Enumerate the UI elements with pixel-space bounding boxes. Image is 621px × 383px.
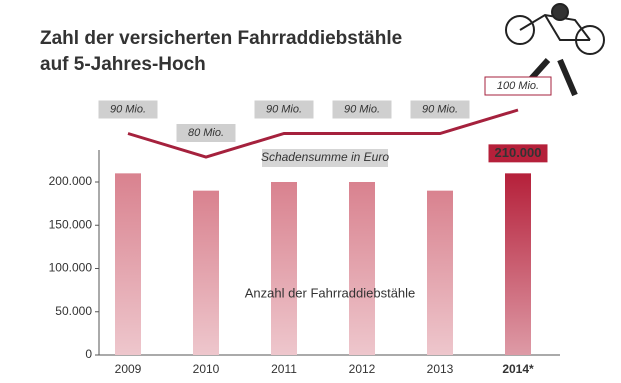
x-tick-label: 2011 [271,362,297,376]
line-value-label: 90 Mio. [422,103,458,115]
bar-shade [505,173,531,355]
x-tick-label: 2009 [115,362,142,376]
x-tick-label: 2010 [193,362,220,376]
series-label-box [262,149,388,167]
line-value-label-box [98,100,158,119]
line-value-label: 90 Mio. [110,103,146,115]
bar-shade [193,190,219,355]
line-value-label: 100 Mio. [497,80,539,92]
y-tick-label: 150.000 [49,217,93,231]
line-value-label-box [254,100,314,119]
y-tick-label: 200.000 [49,174,93,188]
bar-shade [271,182,297,355]
line-value-label: 80 Mio. [188,127,224,139]
line [127,108,519,159]
y-tick-label: 50.000 [55,304,92,318]
line-value-label-box [176,124,236,142]
bar-value-label: 210.000 [495,145,542,160]
chart-title: Zahl der versicherten Fahrraddiebstähle … [40,28,403,75]
line-value-label-box [410,100,470,119]
x-tick-label: 2013 [427,362,454,376]
y-tick-label: 0 [85,347,92,361]
line-value-label-box [484,76,552,96]
bar-shade [427,190,453,355]
x-tick-label: 2014* [502,362,534,376]
x-tick-label: 2012 [349,362,376,376]
series-label: Anzahl der Fahrraddiebstähle [245,285,416,300]
line-value-label-box [332,100,392,119]
bar-shade [115,173,141,355]
bar-shade [349,182,375,355]
y-tick-label: 100.000 [49,261,93,275]
line-value-label: 90 Mio. [266,103,302,115]
series-label: Schadensumme in Euro [261,150,389,164]
line-value-label: 90 Mio. [344,103,380,115]
bar-value-label-box [488,144,548,163]
